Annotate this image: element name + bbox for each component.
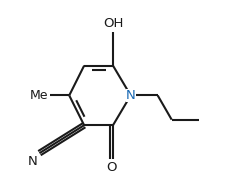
Text: O: O	[106, 161, 116, 174]
Text: N: N	[28, 155, 37, 168]
Text: Me: Me	[29, 89, 48, 102]
Text: N: N	[125, 89, 135, 102]
Text: OH: OH	[102, 17, 123, 30]
